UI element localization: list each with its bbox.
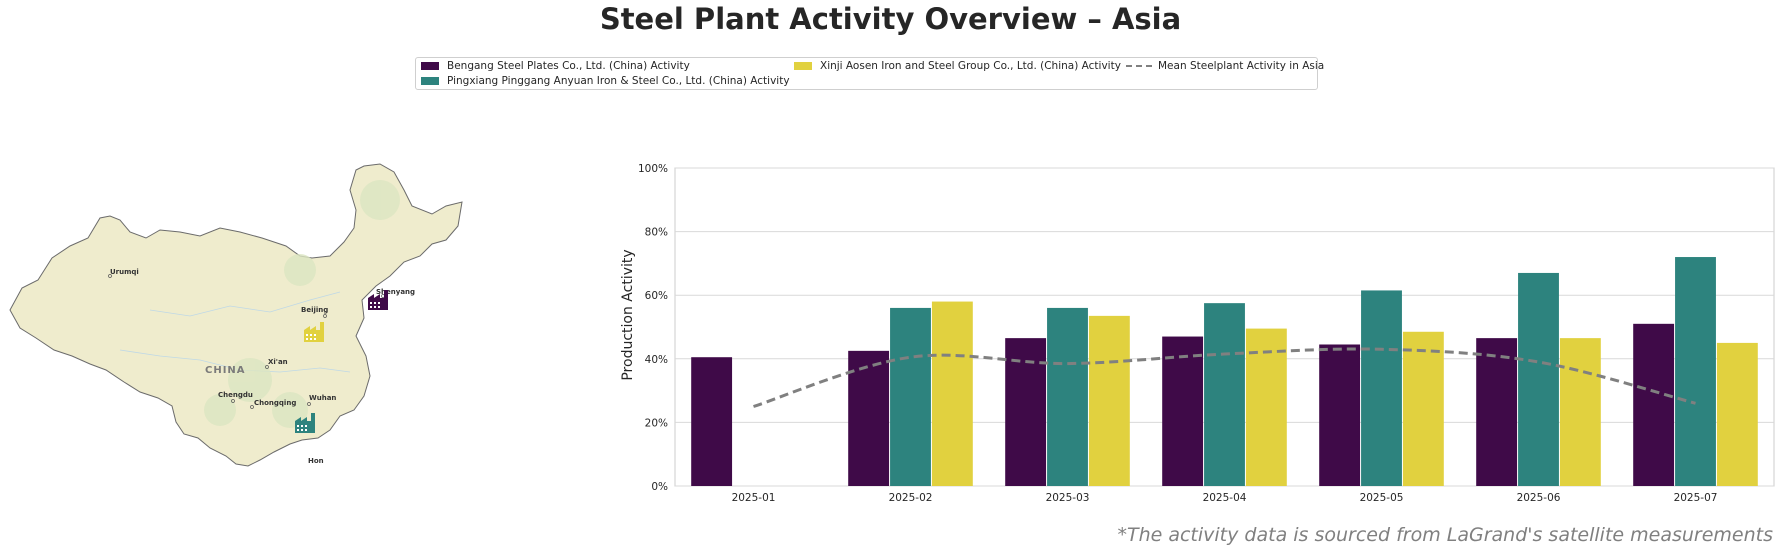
legend-item-mean: Mean Steelplant Activity in Asia xyxy=(1126,60,1324,72)
city-label: Urumqi xyxy=(110,268,139,276)
legend: Bengang Steel Plates Co., Ltd. (China) A… xyxy=(415,57,1324,90)
legend-swatch-bengang xyxy=(421,62,439,70)
factory-icon-bengang xyxy=(368,290,388,310)
bar xyxy=(890,307,931,486)
mean-line xyxy=(753,347,1696,408)
x-tick-label: 2025-05 xyxy=(1360,492,1404,504)
bar xyxy=(1245,328,1287,486)
axes: 0% 20% 40% 60% 80% 100% 2025-01 2025-02 2025-03 2… xyxy=(638,163,1717,504)
x-tick-label: 2025-02 xyxy=(889,492,933,504)
legend-item-bengang: Bengang Steel Plates Co., Ltd. (China) A… xyxy=(421,60,690,72)
city-markers xyxy=(108,274,385,409)
city-label: Beijing xyxy=(301,306,328,314)
y-tick-label: 0% xyxy=(651,481,668,493)
bar xyxy=(848,350,890,486)
bar xyxy=(1675,257,1716,486)
bar xyxy=(1559,338,1601,486)
city-label: Wuhan xyxy=(309,394,336,402)
bar xyxy=(1633,323,1675,486)
y-tick-label: 20% xyxy=(645,417,668,429)
legend-label-mean: Mean Steelplant Activity in Asia xyxy=(1158,60,1325,72)
factory-icon-pingxiang xyxy=(295,413,315,433)
bar xyxy=(1088,315,1130,486)
x-tick-label: 2025-03 xyxy=(1046,492,1090,504)
china-map: Urumqi Beijing Shenyang Xi'an Chengdu Ch… xyxy=(9,163,463,467)
legend-label-bengang: Bengang Steel Plates Co., Ltd. (China) A… xyxy=(447,60,690,72)
bar xyxy=(1518,272,1559,486)
factory-icon-xinji xyxy=(304,322,324,342)
bar xyxy=(1319,344,1361,486)
bar xyxy=(1716,342,1758,486)
bar xyxy=(1047,307,1088,486)
legend-swatch-mean xyxy=(1126,65,1152,67)
y-axis-label: Production Activity xyxy=(620,249,636,380)
bar xyxy=(1361,290,1402,486)
city-label: Chongqing xyxy=(254,399,296,407)
chart-title: Steel Plant Activity Overview – Asia xyxy=(599,2,1182,36)
bar xyxy=(1204,303,1245,486)
x-tick-label: 2025-06 xyxy=(1517,492,1561,504)
footnote: *The activity data is sourced from LaGra… xyxy=(1117,524,1773,546)
y-tick-label: 40% xyxy=(645,354,668,366)
mean-line-layer xyxy=(753,347,1696,408)
legend-swatch-xinji xyxy=(794,62,812,70)
legend-item-xinji: Xinji Aosen Iron and Steel Group Co., Lt… xyxy=(794,60,1121,72)
city-label: Xi'an xyxy=(268,358,288,366)
river xyxy=(149,291,341,317)
legend-label-pingxiang: Pingxiang Pinggang Anyuan Iron & Steel C… xyxy=(447,75,790,87)
y-tick-label: 80% xyxy=(645,227,668,239)
bar xyxy=(1402,331,1444,486)
terrain xyxy=(204,180,400,428)
bar-chart: 0% 20% 40% 60% 80% 100% 2025-01 2025-02 2025-03 2… xyxy=(620,163,1775,504)
y-tick-label: 100% xyxy=(638,163,668,175)
china-outline xyxy=(9,163,463,467)
bar xyxy=(931,301,973,486)
bars xyxy=(691,257,1758,486)
x-tick-label: 2025-01 xyxy=(732,492,776,504)
x-tick-label: 2025-04 xyxy=(1203,492,1247,504)
x-tick-label: 2025-07 xyxy=(1674,492,1718,504)
y-tick-label: 60% xyxy=(645,290,668,302)
bar xyxy=(691,357,733,486)
bar xyxy=(1162,336,1204,486)
legend-label-xinji: Xinji Aosen Iron and Steel Group Co., Lt… xyxy=(820,60,1121,72)
city-label: Chengdu xyxy=(218,391,253,399)
legend-swatch-pingxiang xyxy=(421,77,439,85)
bar xyxy=(1476,338,1518,486)
city-label: Shenyang xyxy=(376,288,415,296)
legend-item-pingxiang: Pingxiang Pinggang Anyuan Iron & Steel C… xyxy=(421,75,790,87)
city-label: Hon xyxy=(308,457,324,465)
country-label: CHINA xyxy=(205,365,246,376)
